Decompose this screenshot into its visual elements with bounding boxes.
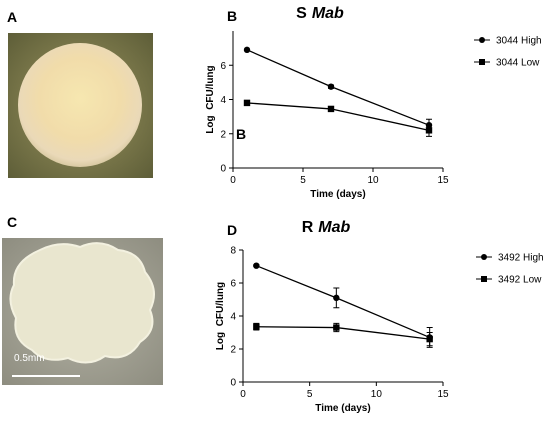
marker (327, 83, 335, 90)
marker (333, 324, 340, 331)
x-tick-label: 10 (367, 175, 379, 186)
legend-label: 3044 Low (496, 58, 540, 69)
panel-letter: A (7, 9, 17, 25)
x-tick-label: 5 (307, 389, 313, 400)
legend-marker (481, 254, 487, 260)
marker (327, 105, 335, 113)
title-part: Mab (318, 219, 350, 236)
legend-label: 3044 High (496, 36, 542, 47)
y-tick-label: 0 (220, 164, 226, 175)
x-axis-label: Time (days) (310, 189, 365, 200)
y-tick-label: 4 (220, 95, 226, 106)
panel-letter: B (236, 126, 246, 142)
y-axis-label: Log CFU/lung (215, 282, 226, 350)
y-tick-label: 0 (230, 378, 236, 389)
y-tick-label: 2 (230, 345, 236, 356)
marker (333, 294, 340, 302)
x-tick-label: 10 (371, 389, 383, 400)
y-tick-label: 6 (230, 279, 236, 290)
marker (253, 262, 260, 269)
marker (426, 335, 433, 343)
y-axis-label: Log CFU/lung (205, 65, 216, 133)
marker (243, 46, 251, 54)
title-part: Mab (312, 5, 344, 22)
marker (253, 323, 260, 330)
y-tick-label: 4 (230, 312, 236, 323)
panel-letter: B (227, 8, 237, 24)
y-tick-label: 8 (230, 246, 236, 257)
legend-marker (481, 276, 487, 282)
series-line (256, 326, 430, 340)
series-line (246, 102, 430, 131)
x-tick-label: 5 (300, 175, 306, 186)
legend-marker (479, 59, 485, 65)
chart-title: R Mab (302, 219, 351, 236)
series-line (246, 49, 430, 126)
x-axis-label: Time (days) (315, 403, 370, 414)
legend-marker (479, 37, 485, 43)
title-part: R (302, 219, 314, 236)
legend-label: 3492 Low (498, 275, 542, 286)
x-tick-label: 0 (240, 389, 246, 400)
marker (425, 127, 433, 134)
marker (243, 99, 251, 107)
legend-label: 3492 High (498, 253, 544, 264)
inset-bg (235, 124, 247, 141)
panel-letter: C (7, 214, 17, 230)
x-tick-label: 0 (230, 175, 236, 186)
x-tick-label: 15 (437, 389, 449, 400)
y-tick-label: 6 (220, 61, 226, 72)
panel-letter: D (227, 222, 237, 238)
colony-c (9, 242, 155, 364)
title-part: S (296, 5, 307, 22)
chart-title: S Mab (296, 5, 344, 22)
scale-label: 0.5mm (14, 353, 45, 364)
y-tick-label: 2 (220, 129, 226, 140)
x-tick-label: 15 (437, 175, 449, 186)
colony-a (18, 43, 142, 167)
